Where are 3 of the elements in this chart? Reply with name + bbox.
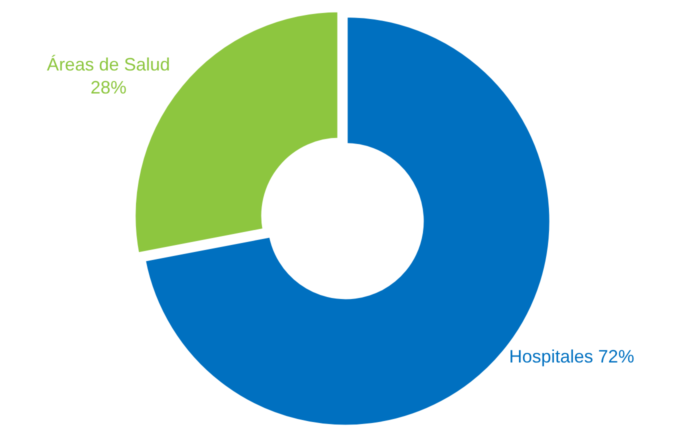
slice-label: Hospitales 72% bbox=[509, 346, 634, 366]
data-label: 28% bbox=[90, 78, 126, 98]
slice-label: Áreas de Salud bbox=[46, 54, 170, 74]
